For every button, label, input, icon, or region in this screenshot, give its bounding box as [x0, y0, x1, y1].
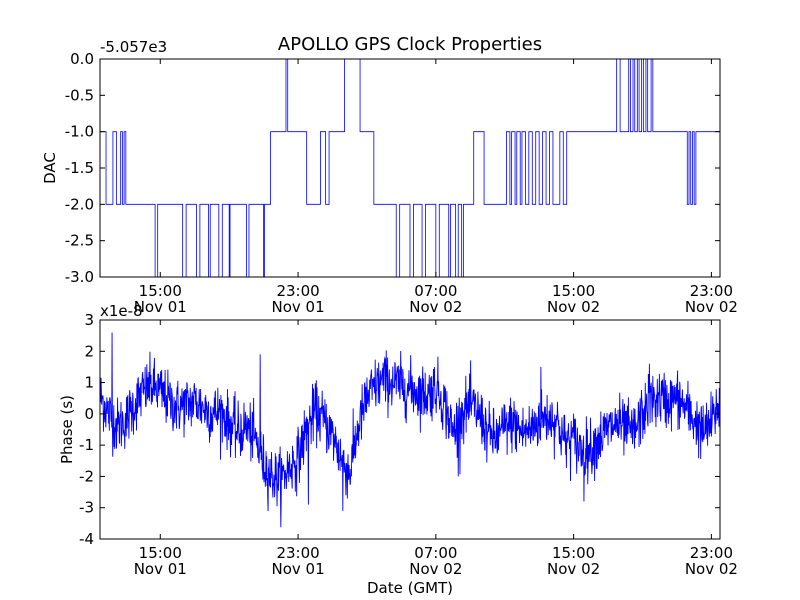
- phase-chart-xtick-date-label: Nov 02: [685, 560, 738, 578]
- phase-chart-ytick-label: -1: [79, 436, 94, 454]
- dac-chart-xtick-date-label: Nov 01: [134, 298, 187, 316]
- dac-chart-xtick-time-label: 15:00: [139, 282, 182, 300]
- dac-chart-ytick-label: -1.0: [65, 123, 94, 141]
- phase-chart-xtick-date-label: Nov 02: [409, 560, 462, 578]
- dac-chart-xtick-time-label: 23:00: [690, 282, 733, 300]
- phase-chart-offset-text: x1e-8: [100, 302, 143, 320]
- dac-chart-ytick-label: -3.0: [65, 268, 94, 286]
- phase-chart-ytick-label: 2: [84, 342, 94, 360]
- dac-chart-xtick-time-label: 23:00: [276, 282, 319, 300]
- dac-chart-xtick-date-label: Nov 02: [409, 298, 462, 316]
- dac-chart-xtick-date-label: Nov 01: [271, 298, 324, 316]
- phase-chart-xtick-date-label: Nov 02: [547, 560, 600, 578]
- dac-chart-xtick-time-label: 07:00: [414, 282, 457, 300]
- dac-chart-ytick-label: -2.0: [65, 195, 94, 213]
- dac-chart-ytick-label: -1.5: [65, 159, 94, 177]
- phase-chart-series-line: [100, 332, 720, 528]
- phase-chart-xtick-date-label: Nov 01: [134, 560, 187, 578]
- phase-chart-ytick-label: 3: [84, 311, 94, 329]
- phase-chart-xtick-time-label: 15:00: [552, 544, 595, 562]
- phase-chart-xtick-date-label: Nov 01: [271, 560, 324, 578]
- phase-chart-ytick-label: -2: [79, 467, 94, 485]
- dac-chart-offset-text: -5.057e3: [100, 38, 167, 56]
- phase-chart-xtick-time-label: 23:00: [276, 544, 319, 562]
- phase-chart-ylabel: Phase (s): [58, 395, 76, 464]
- dac-chart-ytick-label: 0.0: [70, 50, 94, 68]
- phase-chart-xtick-time-label: 23:00: [690, 544, 733, 562]
- dac-chart-ylabel: DAC: [41, 152, 59, 184]
- phase-chart-xlabel: Date (GMT): [367, 579, 453, 597]
- dac-chart-ytick-label: -0.5: [65, 86, 94, 104]
- phase-chart-xtick-time-label: 15:00: [139, 544, 182, 562]
- phase-chart-xtick-time-label: 07:00: [414, 544, 457, 562]
- figure-title: APOLLO GPS Clock Properties: [278, 34, 542, 55]
- phase-chart-ytick-label: 1: [84, 374, 94, 392]
- dac-chart-xtick-date-label: Nov 02: [685, 298, 738, 316]
- dac-chart-xtick-time-label: 15:00: [552, 282, 595, 300]
- dac-chart-series-line: [100, 59, 720, 277]
- dac-chart-ytick-label: -2.5: [65, 232, 94, 250]
- dac-chart-xtick-date-label: Nov 02: [547, 298, 600, 316]
- phase-chart-ytick-label: 0: [84, 405, 94, 423]
- phase-chart-axes-frame: [99, 319, 721, 540]
- phase-chart-ytick-label: -4: [79, 530, 94, 548]
- phase-chart-ytick-label: -3: [79, 499, 94, 517]
